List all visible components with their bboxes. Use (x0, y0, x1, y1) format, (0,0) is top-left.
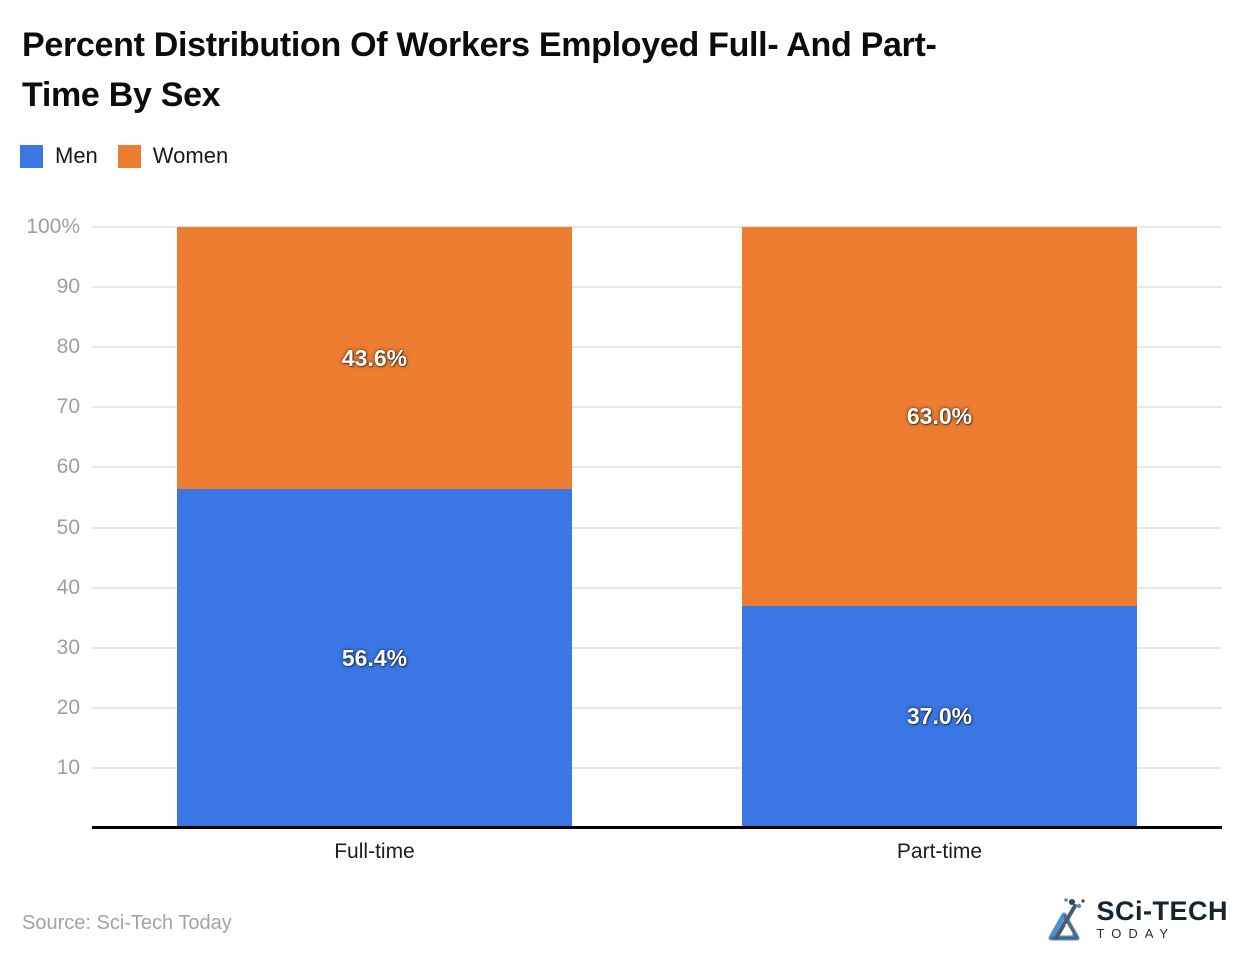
bar-full-time: 56.4% 43.6% (176, 227, 573, 828)
y-tick-label-70: 70 (56, 395, 80, 419)
segment-women-part-time: 63.0% (741, 227, 1138, 606)
logo-subtext: TODAY (1096, 925, 1176, 941)
y-tick-label-100: 100% (26, 215, 80, 238)
gridline-10 (92, 766, 1222, 769)
gridline-70 (92, 406, 1222, 409)
legend-item-men: Men (20, 143, 98, 169)
scitech-triangle-icon (1048, 898, 1085, 941)
legend-label-men: Men (55, 143, 98, 168)
title-line-2: Time By Sex (22, 76, 221, 114)
bar-part-time: 37.0% 63.0% (741, 227, 1138, 828)
page-title: Percent Distribution Of Workers Employed… (22, 20, 937, 120)
y-tick-label-90: 90 (56, 275, 80, 299)
source-text: Source: Sci-Tech Today (22, 912, 232, 934)
plot-area: 56.4% 43.6% 37.0% 63.0% (92, 226, 1222, 829)
value-label-women-part-time: 63.0% (906, 402, 973, 429)
x-axis-line (92, 826, 1222, 829)
gridline-30 (92, 646, 1222, 649)
y-tick-label-50: 50 (56, 515, 80, 539)
segment-men-part-time: 37.0% (741, 605, 1138, 828)
y-tick-label-40: 40 (56, 575, 80, 599)
gridline-90 (92, 286, 1222, 289)
legend-swatch-men-icon (20, 144, 43, 168)
y-tick-label-30: 30 (56, 635, 80, 659)
legend-item-women: Women (117, 143, 229, 169)
gridline-50 (92, 526, 1222, 529)
x-category-label-full-time: Full-time (334, 840, 415, 863)
logo-word: SCi-TECH (1096, 895, 1228, 926)
y-tick-label-20: 20 (56, 695, 80, 719)
value-label-men-full-time: 56.4% (341, 645, 408, 672)
value-label-men-part-time: 37.0% (906, 703, 973, 730)
segment-men-full-time: 56.4% (176, 489, 573, 828)
gridline-20 (92, 706, 1222, 709)
gridline-60 (92, 466, 1222, 469)
y-tick-label-10: 10 (56, 755, 80, 779)
logo-wordmark: SCi-TECH TODAY (1097, 897, 1229, 942)
value-label-women-full-time: 43.6% (341, 344, 408, 371)
gridline-80 (92, 346, 1222, 349)
title-line-1: Percent Distribution Of Workers Employed… (22, 26, 937, 64)
scitech-logo: SCi-TECH TODAY (1044, 896, 1229, 942)
legend-label-women: Women (152, 143, 229, 168)
segment-women-full-time: 43.6% (176, 227, 573, 490)
gridline-100 (92, 226, 1222, 228)
y-tick-label-60: 60 (56, 455, 80, 479)
legend-swatch-women-icon (117, 144, 141, 168)
gridline-40 (92, 586, 1222, 589)
x-category-label-part-time: Part-time (896, 840, 983, 863)
y-axis: 100% 90 80 70 60 50 40 30 20 10 (0, 215, 80, 828)
x-axis-labels: Full-time Part-time (92, 840, 1222, 870)
y-tick-label-80: 80 (56, 335, 80, 359)
legend: Men Women (20, 143, 228, 169)
